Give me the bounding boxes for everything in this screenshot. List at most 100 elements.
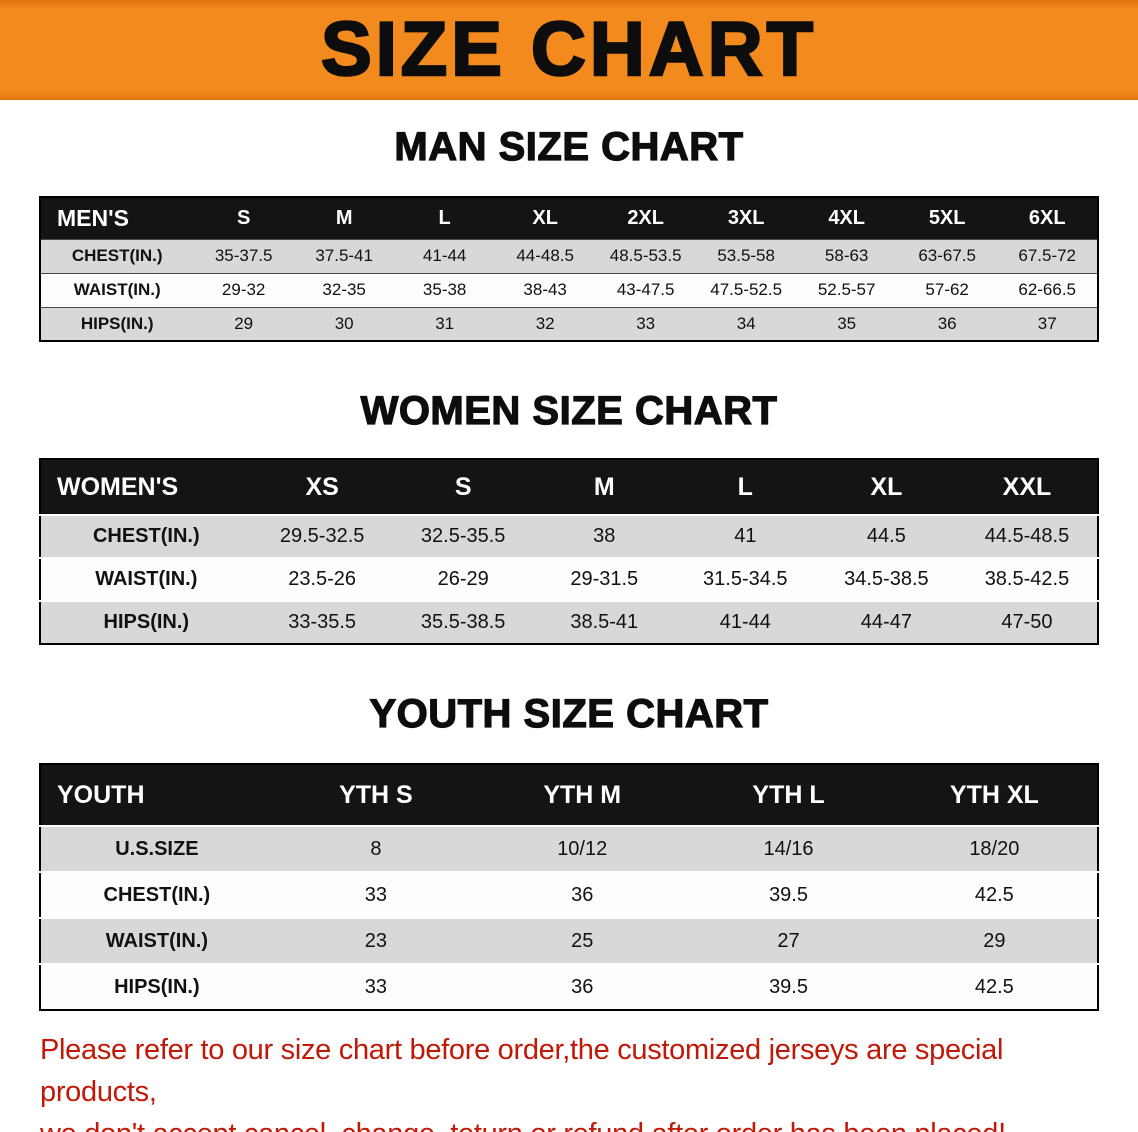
size-value-cell: 44-47 bbox=[815, 600, 957, 644]
row-label-cell: WAIST(IN.) bbox=[40, 557, 252, 601]
size-column-header: 3XL bbox=[695, 197, 797, 239]
size-value-cell: 38 bbox=[533, 514, 675, 558]
size-column-header: L bbox=[674, 459, 816, 515]
header-row: WOMEN'S XS S M L XL XXL bbox=[40, 459, 1098, 515]
banner: SIZE CHART bbox=[0, 0, 1138, 100]
size-value-cell: 38.5-41 bbox=[533, 600, 675, 644]
size-value-cell: 31.5-34.5 bbox=[674, 557, 816, 601]
size-value-cell: 34 bbox=[695, 306, 797, 341]
row-label-cell: HIPS(IN.) bbox=[40, 306, 194, 341]
size-value-cell: 29 bbox=[891, 917, 1098, 964]
size-column-header: XXL bbox=[956, 459, 1098, 515]
table-row: U.S.SIZE 8 10/12 14/16 18/20 bbox=[40, 825, 1098, 872]
size-value-cell: 32 bbox=[494, 306, 596, 341]
size-column-header: 2XL bbox=[595, 197, 696, 239]
men-size-table: MEN'S S M L XL 2XL 3XL 4XL 5XL 6XL CHEST(IN.) 35-37… bbox=[39, 196, 1099, 342]
table-row: HIPS(IN.) 33-35.5 35.5-38.5 38.5-41 41-44 44-… bbox=[40, 600, 1098, 644]
row-label-cell: CHEST(IN.) bbox=[40, 238, 194, 273]
notice-line-1: Please refer to our size chart before or… bbox=[40, 1034, 1004, 1109]
row-label-cell: HIPS(IN.) bbox=[40, 963, 273, 1010]
size-value-cell: 14/16 bbox=[685, 825, 892, 872]
size-value-cell: 38.5-42.5 bbox=[956, 557, 1098, 601]
size-column-header: YTH L bbox=[685, 764, 892, 826]
size-column-header: S bbox=[392, 459, 534, 515]
size-value-cell: 62-66.5 bbox=[997, 272, 1098, 307]
size-column-header: XS bbox=[251, 459, 393, 515]
size-value-cell: 32-35 bbox=[293, 272, 395, 307]
sections: MAN SIZE CHART MEN'S S M L XL 2XL 3XL 4XL 5XL 6XL C… bbox=[0, 124, 1138, 1011]
size-value-cell: 58-63 bbox=[796, 238, 897, 273]
size-value-cell: 39.5 bbox=[685, 963, 892, 1010]
size-value-cell: 41-44 bbox=[674, 600, 816, 644]
table-row: WAIST(IN.) 23 25 27 29 bbox=[40, 917, 1098, 964]
size-value-cell: 34.5-38.5 bbox=[815, 557, 957, 601]
section-heading-2: YOUTH SIZE CHART bbox=[369, 691, 769, 736]
header-row: YOUTH YTH S YTH M YTH L YTH XL bbox=[40, 764, 1098, 826]
row-label-cell: HIPS(IN.) bbox=[40, 600, 252, 644]
size-value-cell: 44.5 bbox=[815, 514, 957, 558]
size-column-header: 6XL bbox=[997, 197, 1098, 239]
size-value-cell: 53.5-58 bbox=[695, 238, 797, 273]
size-value-cell: 44.5-48.5 bbox=[956, 514, 1098, 558]
size-value-cell: 33 bbox=[272, 871, 480, 918]
row-label-cell: WAIST(IN.) bbox=[40, 917, 273, 964]
notice-line-2: we don't accept cancel, change, teturn o… bbox=[40, 1113, 1098, 1132]
size-value-cell: 10/12 bbox=[479, 825, 686, 872]
table-row: WAIST(IN.) 23.5-26 26-29 29-31.5 31.5-34.5 34… bbox=[40, 557, 1098, 601]
size-value-cell: 29 bbox=[193, 306, 294, 341]
size-column-header: YTH XL bbox=[891, 764, 1098, 826]
size-value-cell: 42.5 bbox=[891, 871, 1098, 918]
size-value-cell: 33-35.5 bbox=[251, 600, 393, 644]
size-column-header: S bbox=[193, 197, 294, 239]
size-value-cell: 41-44 bbox=[394, 238, 495, 273]
size-value-cell: 27 bbox=[685, 917, 892, 964]
size-column-header: YTH M bbox=[479, 764, 686, 826]
table-row: WAIST(IN.) 29-32 32-35 35-38 38-43 43-47.5 47.… bbox=[40, 272, 1098, 307]
size-value-cell: 38-43 bbox=[494, 272, 596, 307]
size-value-cell: 33 bbox=[272, 963, 480, 1010]
size-value-cell: 36 bbox=[479, 963, 686, 1010]
size-value-cell: 43-47.5 bbox=[595, 272, 696, 307]
size-value-cell: 35-38 bbox=[394, 272, 495, 307]
size-column-header: 4XL bbox=[796, 197, 897, 239]
size-column-header: M bbox=[533, 459, 675, 515]
section-heading-0: MAN SIZE CHART bbox=[394, 124, 744, 169]
size-column-header: L bbox=[394, 197, 495, 239]
size-value-cell: 35 bbox=[796, 306, 897, 341]
page-title: SIZE CHART bbox=[320, 7, 817, 92]
size-value-cell: 30 bbox=[293, 306, 395, 341]
size-value-cell: 44-48.5 bbox=[494, 238, 596, 273]
size-value-cell: 57-62 bbox=[896, 272, 998, 307]
row-label-cell: WAIST(IN.) bbox=[40, 272, 194, 307]
section-heading-1: WOMEN SIZE CHART bbox=[360, 388, 778, 433]
footer-notice: Please refer to our size chart before or… bbox=[40, 1029, 1098, 1132]
table-title-cell: WOMEN'S bbox=[40, 459, 252, 515]
table-row: CHEST(IN.) 29.5-32.5 32.5-35.5 38 41 44.5 44.5… bbox=[40, 514, 1098, 558]
size-value-cell: 36 bbox=[896, 306, 998, 341]
size-value-cell: 29-32 bbox=[193, 272, 294, 307]
size-value-cell: 32.5-35.5 bbox=[392, 514, 534, 558]
size-value-cell: 48.5-53.5 bbox=[595, 238, 696, 273]
table-row: CHEST(IN.) 35-37.5 37.5-41 41-44 44-48.5 48.5… bbox=[40, 238, 1098, 273]
size-value-cell: 39.5 bbox=[685, 871, 892, 918]
size-value-cell: 63-67.5 bbox=[896, 238, 998, 273]
size-value-cell: 52.5-57 bbox=[796, 272, 897, 307]
size-value-cell: 47-50 bbox=[956, 600, 1098, 644]
size-value-cell: 29.5-32.5 bbox=[251, 514, 393, 558]
size-value-cell: 25 bbox=[479, 917, 686, 964]
women-size-table: WOMEN'S XS S M L XL XXL CHEST(IN.) 29.5-32.5 32.5… bbox=[39, 458, 1099, 645]
size-column-header: M bbox=[293, 197, 395, 239]
table-title-cell: YOUTH bbox=[40, 764, 273, 826]
table-row: CHEST(IN.) 33 36 39.5 42.5 bbox=[40, 871, 1098, 918]
size-value-cell: 18/20 bbox=[891, 825, 1098, 872]
size-column-header: XL bbox=[815, 459, 957, 515]
size-value-cell: 41 bbox=[674, 514, 816, 558]
size-value-cell: 31 bbox=[394, 306, 495, 341]
youth-size-table: YOUTH YTH S YTH M YTH L YTH XL U.S.SIZE 8 10/12… bbox=[39, 763, 1099, 1011]
size-value-cell: 42.5 bbox=[891, 963, 1098, 1010]
table-row: HIPS(IN.) 29 30 31 32 33 34 35 36 37 bbox=[40, 306, 1098, 341]
row-label-cell: CHEST(IN.) bbox=[40, 871, 273, 918]
size-column-header: YTH S bbox=[272, 764, 480, 826]
size-value-cell: 36 bbox=[479, 871, 686, 918]
